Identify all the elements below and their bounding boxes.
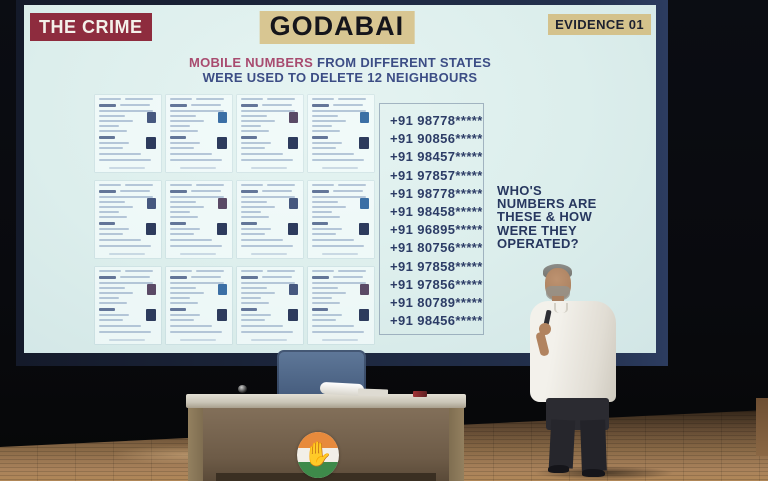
- voter-photo-thumbnail: [359, 137, 369, 149]
- phone-number: +91 96895*****: [390, 222, 483, 238]
- speaker-left-shoe: [548, 465, 569, 473]
- voter-photo-thumbnail: [288, 309, 298, 321]
- logo-green-band: [297, 462, 339, 478]
- logo-saffron-band: [297, 432, 339, 448]
- voter-form-card: [308, 267, 374, 344]
- evidence-badge: EVIDENCE 01: [548, 14, 651, 35]
- projector-screen: THE CRIME GODABAI EVIDENCE 01 MOBILE NUM…: [24, 5, 656, 353]
- phone-number: +91 80756*****: [390, 240, 483, 256]
- speaker-neck: [552, 296, 564, 305]
- voter-form-card: [95, 181, 161, 258]
- voter-photo-thumbnail: [146, 223, 156, 235]
- subtitle-highlight: MOBILE NUMBERS: [188, 55, 314, 70]
- desk-side-panel-left: [188, 406, 206, 481]
- voter-photo-thumbnail: [360, 284, 369, 295]
- voter-photo-thumbnail: [360, 198, 369, 209]
- voter-photo-thumbnail: [289, 284, 298, 295]
- slide-subtitle: MOBILE NUMBERS FROM DIFFERENT STATES WER…: [24, 55, 656, 85]
- phone-numbers-panel: +91 98778***** +91 90856***** +91 98457***…: [379, 103, 484, 335]
- table-microphone-icon: [238, 385, 247, 393]
- phone-number: +91 90856*****: [390, 131, 483, 147]
- phone-number: +91 97856*****: [390, 276, 483, 292]
- speaker-collar: [554, 303, 568, 313]
- voter-form-card: [237, 267, 303, 344]
- speaker-person: [528, 262, 658, 481]
- voter-photo-thumbnail: [288, 137, 298, 149]
- crime-badge: THE CRIME: [30, 13, 152, 41]
- voter-photo-thumbnail: [147, 112, 156, 123]
- congress-party-logo: ✋: [297, 432, 339, 478]
- voter-photo-thumbnail: [147, 198, 156, 209]
- voter-form-card: [237, 95, 303, 172]
- phone-number: +91 98778*****: [390, 185, 483, 201]
- red-desk-object: [413, 391, 427, 397]
- voter-photo-thumbnail: [147, 284, 156, 295]
- speaker-right-leg: [580, 419, 607, 472]
- phone-number: +91 98456*****: [390, 313, 483, 329]
- phone-number: +91 98457*****: [390, 149, 483, 165]
- voter-photo-thumbnail: [146, 309, 156, 321]
- voter-photo-thumbnail: [359, 309, 369, 321]
- phone-number: +91 98778*****: [390, 113, 483, 128]
- voter-photo-thumbnail: [218, 198, 227, 209]
- speaker-right-shoe: [582, 469, 605, 477]
- voter-form-card: [237, 181, 303, 258]
- right-wall-trim: [756, 398, 768, 456]
- voter-photo-thumbnail: [217, 137, 227, 149]
- voter-form-card: [95, 267, 161, 344]
- desk-side-panel-right: [446, 406, 464, 481]
- subtitle-line2: WERE USED TO DELETE 12 NEIGHBOURS: [202, 70, 478, 85]
- voter-photo-thumbnail: [218, 112, 227, 123]
- voter-form-card: [166, 95, 232, 172]
- phone-number: +91 97858*****: [390, 258, 483, 274]
- voter-form-card: [95, 95, 161, 172]
- voter-photo-thumbnail: [289, 112, 298, 123]
- voter-form-card: [308, 95, 374, 172]
- voter-form-card: [308, 181, 374, 258]
- question-text: WHO'S NUMBERS ARE THESE & HOW WERE THEY …: [497, 183, 597, 251]
- projector-screen-bezel: THE CRIME GODABAI EVIDENCE 01 MOBILE NUM…: [16, 0, 668, 366]
- speaker-left-leg: [548, 419, 576, 469]
- voter-photo-thumbnail: [217, 309, 227, 321]
- speaker-desk: ✋: [186, 392, 466, 481]
- voter-photo-thumbnail: [218, 284, 227, 295]
- desk-top-surface: [186, 394, 466, 408]
- congress-hand-icon: ✋: [303, 441, 333, 468]
- voter-photo-thumbnail: [217, 223, 227, 235]
- voter-photo-thumbnail: [289, 198, 298, 209]
- title-badge: GODABAI: [259, 11, 415, 44]
- voter-photo-thumbnail: [146, 137, 156, 149]
- voter-forms-grid: [95, 95, 377, 349]
- voter-form-card: [166, 267, 232, 344]
- subtitle-rest: FROM DIFFERENT STATES: [313, 55, 492, 70]
- voter-photo-thumbnail: [288, 223, 298, 235]
- phone-number: +91 97857*****: [390, 167, 483, 183]
- voter-form-card: [166, 181, 232, 258]
- phone-number: +91 98458*****: [390, 204, 483, 220]
- voter-photo-thumbnail: [359, 223, 369, 235]
- speaker-hand: [539, 323, 551, 335]
- phone-number: +91 80789*****: [390, 295, 483, 311]
- voter-photo-thumbnail: [360, 112, 369, 123]
- flat-papers: [357, 388, 389, 397]
